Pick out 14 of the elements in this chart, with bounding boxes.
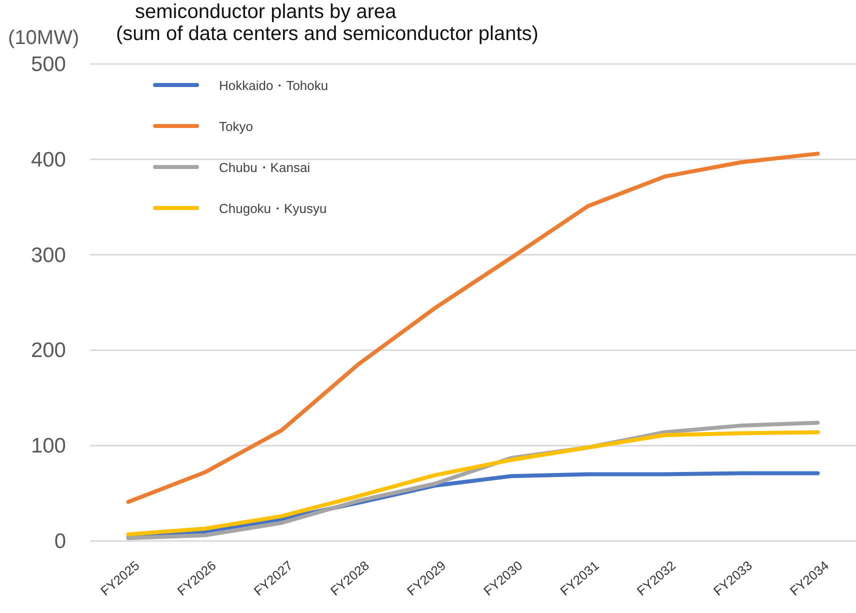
chart-title: semiconductor plants by area: [135, 1, 398, 23]
legend-label: Chugoku・Kyusyu: [219, 201, 327, 216]
y-tick-label: 0: [54, 530, 66, 553]
y-axis-title: (10MW): [8, 27, 80, 49]
line-series: [126, 152, 820, 504]
chart-subtitle: (sum of data centers and semiconductor plants): [116, 23, 538, 45]
y-tick-label: 200: [30, 339, 66, 362]
y-tick-label: 400: [30, 148, 66, 172]
legend-label: Tokyo: [219, 119, 253, 134]
legend-label: Hokkaido・Tohoku: [219, 78, 328, 93]
legend-label: Chubu・Kansai: [219, 160, 310, 175]
y-tick-label: 100: [30, 434, 66, 458]
y-tick-label: 500: [30, 53, 66, 76]
y-tick-label: 300: [30, 244, 66, 267]
